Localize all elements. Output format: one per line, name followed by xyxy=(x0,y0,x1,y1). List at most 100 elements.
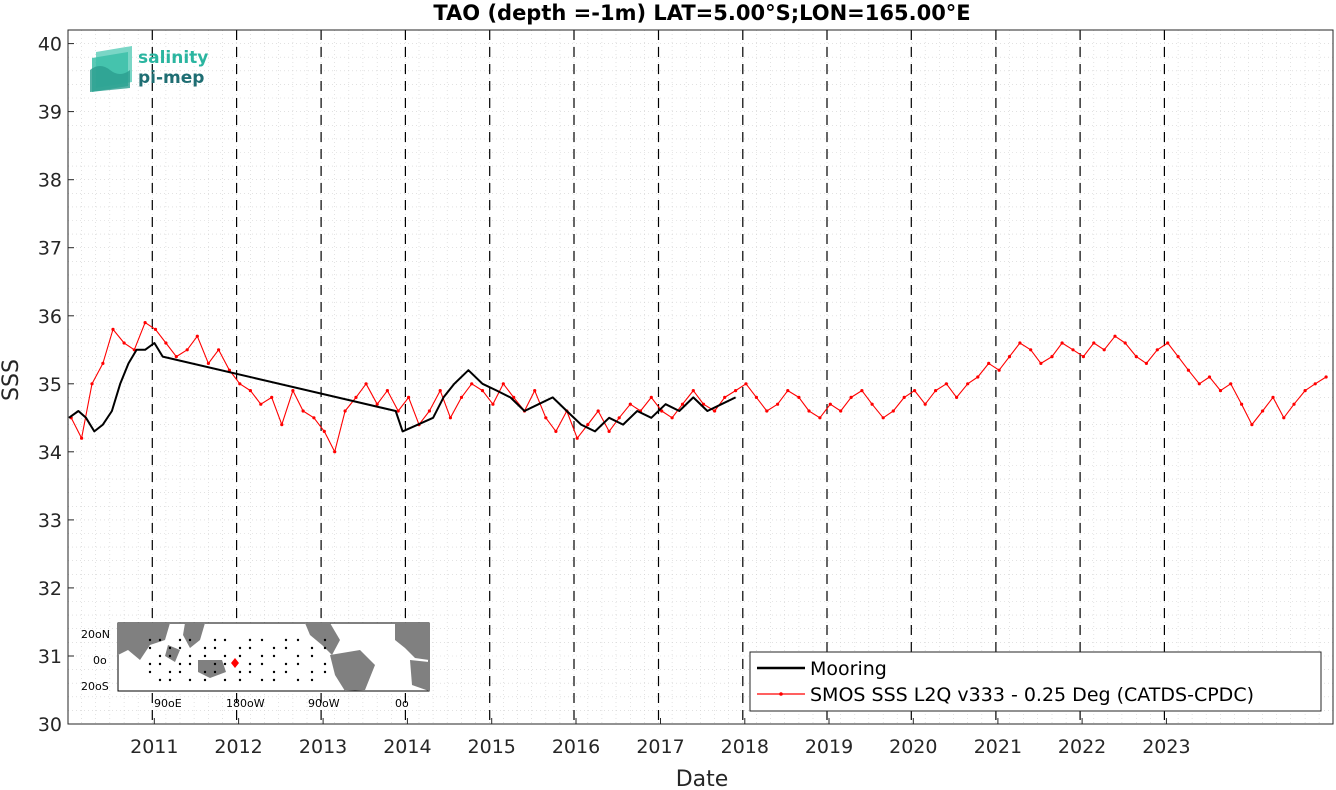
data-point-smos xyxy=(713,409,717,413)
data-point-smos xyxy=(786,389,790,393)
data-point-smos xyxy=(660,409,664,413)
chart-title: TAO (depth =-1m) LAT=5.00°S;LON=165.00°E xyxy=(433,1,970,25)
data-point-smos xyxy=(164,341,168,345)
legend-marker-smos xyxy=(779,692,783,696)
data-point-smos xyxy=(1176,355,1180,359)
inset-mooring-dot xyxy=(310,678,314,682)
inset-mooring-dot xyxy=(223,678,227,682)
inset-map-land xyxy=(118,623,429,691)
data-point-smos xyxy=(407,395,411,399)
data-point-smos xyxy=(459,395,464,399)
y-tick-label: 37 xyxy=(38,238,62,260)
inset-mooring-dot xyxy=(158,654,162,658)
data-point-smos xyxy=(470,382,474,386)
data-point-smos xyxy=(1050,355,1054,359)
data-point-smos xyxy=(301,409,305,413)
data-point-smos xyxy=(1218,389,1223,393)
inset-mooring-dot xyxy=(148,670,152,674)
data-point-smos xyxy=(364,382,368,386)
legend-box xyxy=(749,651,1322,712)
inset-mooring-dot xyxy=(272,654,276,658)
inset-mooring-dot xyxy=(284,646,288,650)
data-point-smos xyxy=(776,402,780,406)
data-point-smos xyxy=(238,382,242,386)
inset-mooring-dot xyxy=(284,638,288,642)
data-point-smos xyxy=(923,402,927,406)
legend: Mooring SMOS SSS L2Q v333 - 0.25 Deg (CA… xyxy=(749,651,1322,712)
data-point-smos xyxy=(122,341,126,345)
logo-text-pi-mep: pi-mep xyxy=(138,68,204,88)
y-tick-label: 39 xyxy=(38,102,62,124)
data-point-smos xyxy=(427,409,431,413)
y-tick-label: 30 xyxy=(38,714,62,736)
year-separator-layer xyxy=(151,30,1166,724)
y-tick-label: 35 xyxy=(38,374,62,396)
data-point-smos xyxy=(860,389,864,393)
data-point-smos xyxy=(997,368,1001,372)
y-tick-label: 32 xyxy=(38,578,62,600)
data-point-smos xyxy=(101,361,105,365)
y-axis-label: SSS xyxy=(0,359,24,401)
inset-map: 20oN 0o 20oS 90oE 180oW 90oW 0o xyxy=(81,622,430,710)
inset-mooring-dot xyxy=(188,654,192,658)
data-point-smos xyxy=(575,436,579,440)
data-point-smos xyxy=(1207,375,1212,379)
data-point-smos xyxy=(448,416,452,420)
data-point-smos xyxy=(501,382,505,386)
x-tick-layer: 2011 2012 2013 2014 2015 2016 2017 2018 2019 2020… xyxy=(130,718,1191,758)
inset-mooring-dot xyxy=(213,646,217,650)
mooring-location-marker xyxy=(231,658,239,668)
data-point-smos xyxy=(195,334,199,338)
inset-mooring-dot xyxy=(323,662,327,666)
data-point-smos xyxy=(744,382,748,386)
data-point-smos xyxy=(248,389,252,393)
x-tick-label: 2022 xyxy=(1058,736,1106,758)
data-point-smos xyxy=(1113,334,1117,338)
data-point-smos xyxy=(1250,423,1254,427)
data-point-smos xyxy=(818,416,822,420)
data-point-smos xyxy=(849,395,853,399)
data-point-smos xyxy=(1144,361,1148,365)
inset-mooring-dot xyxy=(248,670,252,674)
data-point-smos xyxy=(1081,355,1085,359)
data-point-smos xyxy=(385,389,389,393)
data-point-smos xyxy=(891,409,895,413)
data-point-smos xyxy=(153,327,158,331)
x-tick-label: 2011 xyxy=(130,736,178,758)
inset-mooring-dot xyxy=(223,638,227,642)
inset-mooring-dot xyxy=(260,662,264,666)
data-point-smos xyxy=(333,450,337,454)
data-point-smos xyxy=(1039,361,1043,365)
data-point-smos xyxy=(1303,389,1307,393)
data-point-smos xyxy=(944,382,949,386)
inset-mooring-dot xyxy=(178,662,182,666)
inset-mooring-dot xyxy=(188,678,192,682)
data-point-smos xyxy=(1029,348,1033,352)
data-point-smos xyxy=(270,395,274,399)
data-point-smos xyxy=(607,429,611,433)
inset-mooring-dot xyxy=(248,646,252,650)
data-point-smos xyxy=(554,429,558,433)
data-point-smos xyxy=(1018,341,1022,345)
data-point-smos xyxy=(206,361,210,365)
data-point-smos xyxy=(259,402,263,406)
inset-mooring-dot xyxy=(323,638,327,642)
inset-mooring-dot xyxy=(260,638,264,642)
plot-frame xyxy=(67,29,1334,725)
inset-mooring-dot xyxy=(284,662,288,666)
x-tick-label: 2012 xyxy=(214,736,262,758)
inset-mooring-dot xyxy=(213,662,217,666)
data-point-smos xyxy=(1313,382,1317,386)
inset-mooring-dot xyxy=(168,646,172,650)
data-point-smos xyxy=(934,389,938,393)
data-point-smos xyxy=(1292,402,1296,406)
inset-mooring-dot xyxy=(248,638,252,642)
x-tick-label: 2015 xyxy=(468,736,516,758)
salinity-pi-mep-logo: salinity pi-mep xyxy=(90,46,208,92)
inset-mooring-dot xyxy=(296,678,300,682)
inset-mooring-dot xyxy=(203,646,207,650)
inset-mooring-dot xyxy=(272,678,276,682)
inset-mooring-dot xyxy=(260,654,264,658)
x-tick-label: 2021 xyxy=(974,736,1022,758)
